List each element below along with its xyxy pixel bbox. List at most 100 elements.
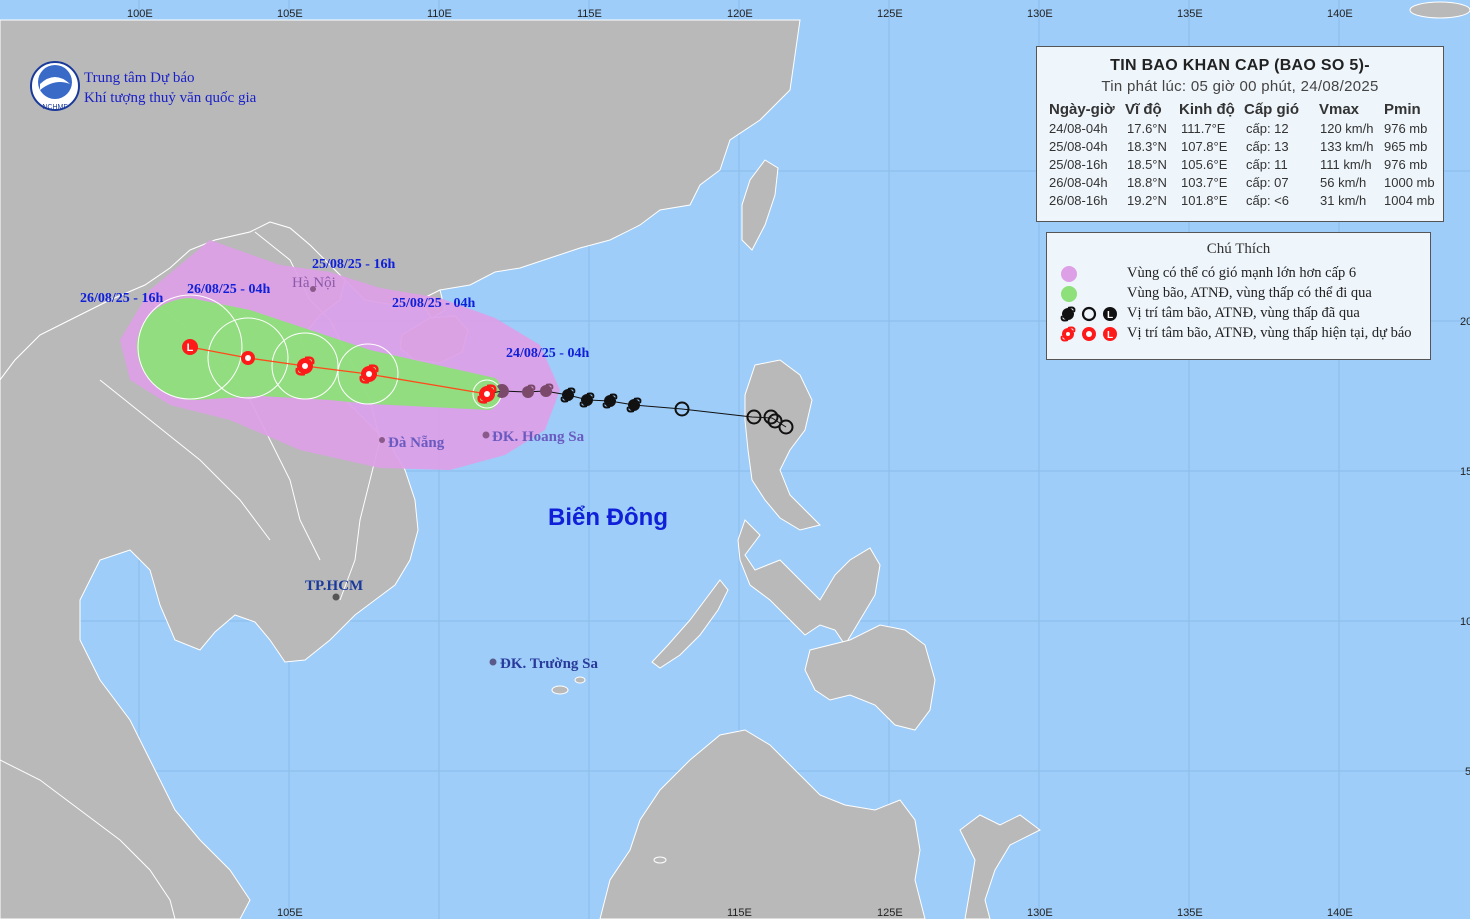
label-26-08-16h: 26/08/25 - 16h <box>80 291 163 306</box>
past-storm-symbols-icon: L <box>1060 306 1117 322</box>
current-storm-position <box>477 384 497 404</box>
col-lon: Kinh độ <box>1179 101 1235 118</box>
axis-labels: 100E 105E 110E 115E 120E 125E 130E 135E … <box>127 8 1470 919</box>
legend-item: L Vị trí tâm bão, ATNĐ, vùng thấp hiện t… <box>1047 324 1430 344</box>
label-26-08-04h: 26/08/25 - 04h <box>187 282 270 297</box>
col-lat: Vĩ độ <box>1125 101 1162 118</box>
place-dots <box>310 286 497 666</box>
row-lat: 18.8°N <box>1127 175 1167 190</box>
islet <box>1409 1 1470 19</box>
forecast-storm-25-04h <box>359 364 379 384</box>
past-positions <box>497 383 642 413</box>
row-lat: 19.2°N <box>1127 193 1167 208</box>
land-sumatra <box>0 759 176 919</box>
col-pmin: Pmin <box>1384 101 1421 118</box>
label-hoangsa: ĐK. Hoang Sa <box>492 429 585 445</box>
label-hcm: TP.HCM <box>305 578 363 594</box>
axis-top-0: 100E <box>127 8 153 20</box>
violet-dot-icon <box>1061 266 1077 282</box>
legend-item: Vùng có thể có gió mạnh lớn hơn cấp 6 <box>1047 264 1430 284</box>
land-luzon <box>744 359 821 531</box>
past-depression-circles <box>674 401 794 435</box>
row-lon: 107.8°E <box>1181 139 1228 154</box>
row-vmax: 111 km/h <box>1320 157 1372 172</box>
agency-name-line1: Trung tâm Dự báo <box>84 70 195 86</box>
row-lat: 17.6°N <box>1127 121 1167 136</box>
forecast-storm-25-16h <box>295 356 315 376</box>
row-vmax: 31 km/h <box>1320 193 1367 208</box>
axis-right-1: 15 <box>1460 466 1470 478</box>
agency-name-line2: Khí tượng thuỷ văn quốc gia <box>84 90 257 106</box>
land-sulawesi <box>959 814 1041 919</box>
bulletin-title: TIN BAO KHAN CAP (BAO SO 5)- <box>1110 57 1370 74</box>
axis-right-3: 5 <box>1465 766 1470 778</box>
green-dot-icon <box>1061 286 1077 302</box>
land-visayas <box>737 519 881 646</box>
legend-text: Vùng bão, ATNĐ, vùng thấp có thể đi qua <box>1127 285 1372 301</box>
col-vmax: Vmax <box>1319 101 1360 118</box>
bulletin-header: Ngày-giờ Vĩ độ Kinh độ Cấp gió Vmax Pmin <box>1037 99 1443 121</box>
axis-top-8: 140E <box>1327 8 1353 20</box>
bulletin-row: 25/08-16h 18.5°N 105.6°E cấp: 11 111 km/… <box>1037 157 1443 175</box>
axis-bottom-4: 135E <box>1177 907 1203 919</box>
current-storm-symbols-icon: L <box>1060 326 1117 342</box>
label-east-sea: Biển Đông <box>548 504 668 531</box>
row-level: cấp: <6 <box>1246 193 1290 208</box>
past-track-line <box>486 390 787 428</box>
row-lon: 105.6°E <box>1181 157 1228 172</box>
legend-box: Chú Thích Vùng có thể có gió mạnh lớn hơ… <box>1046 232 1431 360</box>
legend-item: Vùng bão, ATNĐ, vùng thấp có thể đi qua <box>1047 284 1430 304</box>
row-vmax: 133 km/h <box>1320 139 1374 154</box>
legend-L-black: L <box>1107 310 1113 321</box>
bulletin-row: 26/08-04h 18.8°N 103.7°E cấp: 07 56 km/h… <box>1037 175 1443 193</box>
forecast-low-26-16h: L <box>182 339 198 355</box>
land-mindanao <box>804 624 936 731</box>
axis-top-3: 115E <box>577 8 602 20</box>
agency-logo: NCHMF <box>30 61 80 111</box>
low-marker-text: L <box>187 342 194 354</box>
axis-top-6: 130E <box>1027 8 1053 20</box>
row-level: cấp: 13 <box>1246 139 1289 154</box>
row-time: 26/08-16h <box>1049 193 1108 208</box>
row-pmin: 1004 mb <box>1384 193 1435 208</box>
row-lon: 101.8°E <box>1181 193 1228 208</box>
legend-L-red: L <box>1107 330 1113 341</box>
legend-text: Vị trí tâm bão, ATNĐ, vùng thấp hiện tại… <box>1127 325 1412 341</box>
row-level: cấp: 11 <box>1246 157 1288 172</box>
row-pmin: 976 mb <box>1384 157 1428 172</box>
legend-title: Chú Thích <box>1206 241 1271 257</box>
bulletin-row: 26/08-16h 19.2°N 101.8°E cấp: <6 31 km/h… <box>1037 193 1443 211</box>
forecast-radius-circles <box>137 294 502 409</box>
axis-bottom-2: 125E <box>877 907 903 919</box>
row-lat: 18.5°N <box>1127 157 1167 172</box>
legend-text: Vùng có thể có gió mạnh lớn hơn cấp 6 <box>1127 265 1357 281</box>
col-time: Ngày-giờ <box>1049 101 1115 118</box>
bulletin-row: 24/08-04h 17.6°N 111.7°E cấp: 12 120 km/… <box>1037 121 1443 139</box>
axis-top-1: 105E <box>277 8 303 20</box>
label-truongsa: ĐK. Trường Sa <box>500 656 599 672</box>
land-taiwan <box>741 159 779 251</box>
islet <box>574 676 586 684</box>
row-time: 25/08-16h <box>1049 157 1108 172</box>
axis-top-7: 135E <box>1177 8 1203 20</box>
axis-bottom-0: 105E <box>277 907 303 919</box>
row-lat: 18.3°N <box>1127 139 1167 154</box>
row-time: 25/08-04h <box>1049 139 1108 154</box>
axis-bottom-1: 115E <box>727 907 752 919</box>
row-pmin: 965 mb <box>1384 139 1428 154</box>
bulletin-issued: Tin phát lúc: 05 giờ 00 phút, 24/08/2025 <box>1101 78 1379 95</box>
land-palawan <box>651 579 729 669</box>
axis-right-0: 20 <box>1460 316 1470 328</box>
forecast-depression-26-04h <box>241 351 255 365</box>
label-hanoi: Hà Nội <box>292 275 336 291</box>
row-vmax: 120 km/h <box>1320 121 1374 136</box>
axis-right-2: 10 <box>1460 616 1470 628</box>
label-24-08-04h: 24/08/25 - 04h <box>506 346 589 361</box>
label-25-08-04h: 25/08/25 - 04h <box>392 296 475 311</box>
row-time: 26/08-04h <box>1049 175 1108 190</box>
axis-top-5: 125E <box>877 8 903 20</box>
axis-bottom-5: 140E <box>1327 907 1353 919</box>
axis-top-4: 120E <box>727 8 753 20</box>
axis-top-2: 110E <box>427 8 452 20</box>
label-danang: Đà Nẵng <box>388 435 445 451</box>
